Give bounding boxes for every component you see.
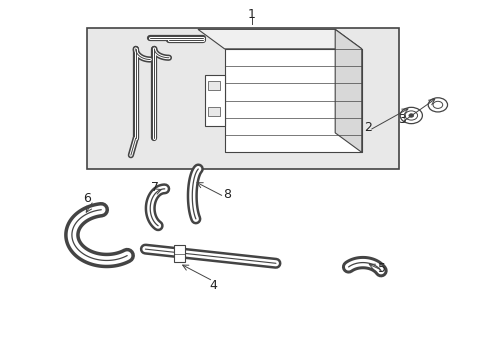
Text: 5: 5 bbox=[378, 262, 386, 275]
Circle shape bbox=[408, 114, 413, 117]
Bar bbox=[174, 245, 184, 262]
Circle shape bbox=[404, 111, 417, 120]
Text: 8: 8 bbox=[223, 188, 231, 201]
Circle shape bbox=[427, 98, 447, 112]
Text: 3: 3 bbox=[397, 113, 405, 126]
Text: 7: 7 bbox=[151, 181, 159, 194]
Text: 1: 1 bbox=[247, 8, 255, 21]
Circle shape bbox=[432, 101, 442, 108]
Text: 2: 2 bbox=[363, 121, 371, 134]
Polygon shape bbox=[224, 49, 361, 152]
Text: 4: 4 bbox=[209, 279, 217, 292]
Bar bbox=[207, 107, 219, 116]
Polygon shape bbox=[334, 30, 361, 152]
Circle shape bbox=[399, 107, 422, 123]
Bar bbox=[87, 28, 398, 169]
Text: 6: 6 bbox=[83, 192, 91, 204]
Polygon shape bbox=[205, 75, 224, 126]
Polygon shape bbox=[198, 30, 361, 49]
Bar bbox=[207, 81, 219, 90]
